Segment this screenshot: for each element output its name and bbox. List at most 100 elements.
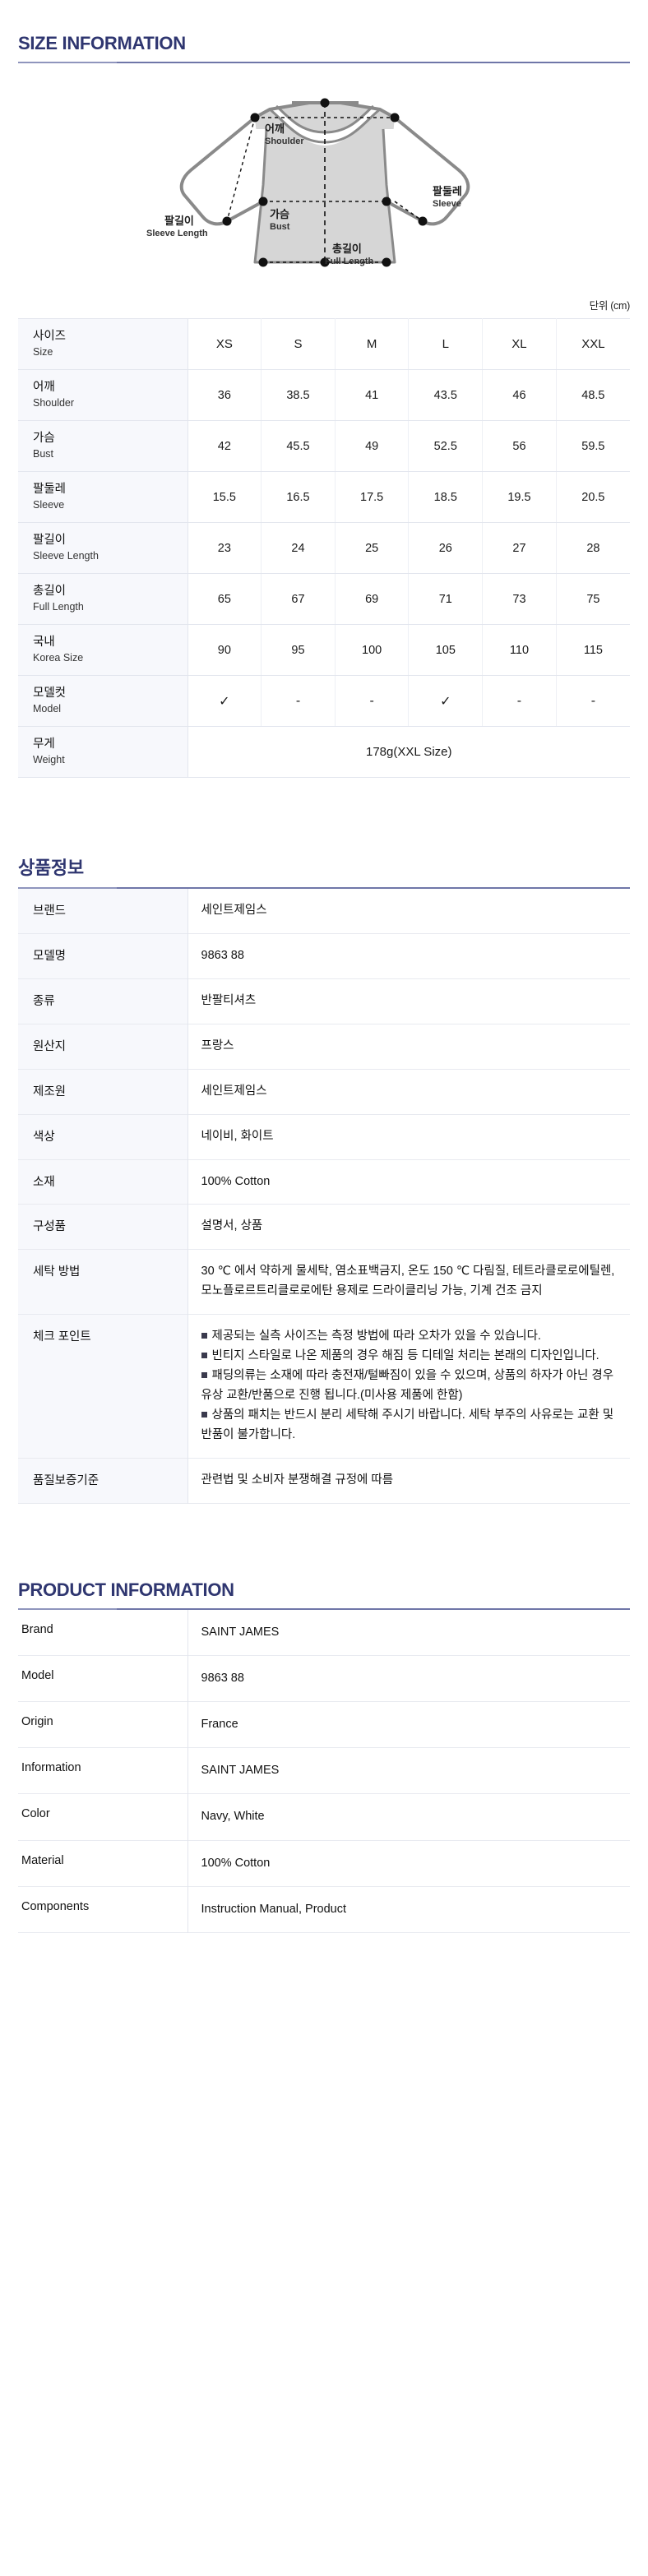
cell: 56 [482, 420, 557, 472]
spec-label-model: 모델명 [18, 933, 188, 979]
cell: 100 [335, 624, 410, 676]
product-information-table-body: Brand SAINT JAMES Model 9863 88 Origin F… [18, 1609, 630, 1933]
row-label-ko: 모델컷 [33, 687, 67, 701]
spec-label-check-point: 체크 포인트 [18, 1314, 188, 1459]
cell: 18.5 [408, 471, 484, 523]
size-col-m: M [335, 318, 410, 370]
heading-rule [18, 887, 630, 889]
cell: 45.5 [261, 420, 336, 472]
heading-rule [18, 1607, 630, 1610]
table-row: 제조원 세인트제임스 [18, 1069, 630, 1115]
pinfo-value-information: SAINT JAMES [201, 1764, 280, 1778]
size-table-head: 사이즈 Size XS S M L XL XXL [18, 318, 630, 370]
check-point-item: 패딩의류는 소재에 따라 충전재/털빠짐이 있을 수 있으며, 상품의 하자가 … [201, 1367, 618, 1406]
cell: 42 [187, 420, 262, 472]
label-sleeve-ko: 팔둘레 [433, 185, 462, 197]
pinfo-label-material: Material [18, 1840, 188, 1887]
cell: 16.5 [261, 471, 336, 523]
row-label-weight: 무게 Weight [18, 726, 188, 778]
check-point-text: 제공되는 실측 사이즈는 측정 방법에 따라 오차가 있을 수 있습니다. [211, 1330, 541, 1343]
table-row: 총길이 Full Length 65 67 69 71 73 75 [18, 573, 630, 625]
dot-bust-left [258, 197, 268, 206]
row-label-en: Weight [33, 753, 65, 765]
cell: 24 [261, 522, 336, 574]
cell: 71 [408, 573, 484, 625]
cell: 115 [556, 624, 630, 676]
cell: 69 [335, 573, 410, 625]
table-row: Material 100% Cotton [18, 1840, 630, 1887]
section-title-product-info-ko: 상품정보 [18, 858, 84, 878]
table-row: 원산지 프랑스 [18, 1024, 630, 1070]
spacer [0, 1504, 648, 1547]
left-sleeve [179, 116, 264, 226]
cell: 52.5 [408, 420, 484, 472]
label-shoulder-ko: 어깨 [265, 123, 285, 135]
cell: 36 [187, 369, 262, 421]
spacer [0, 1933, 648, 1946]
tshirt-svg: 어깨 Shoulder 팔둘레 Sleeve 팔길이 Sleeve Length… [146, 98, 470, 267]
bullet-square-icon [201, 1372, 207, 1379]
dot-hem-left [258, 257, 268, 267]
row-label-sleeve: 팔둘레 Sleeve [18, 471, 188, 523]
row-label-en: Sleeve [33, 498, 65, 511]
dot-shoulder-right [390, 113, 400, 123]
row-label-en: Full Length [33, 600, 84, 613]
label-bust-en: Bust [270, 222, 290, 232]
cell: ✓ [408, 675, 484, 727]
table-row: 체크 포인트 제공되는 실측 사이즈는 측정 방법에 따라 오차가 있을 수 있… [18, 1314, 630, 1459]
table-row: 모델명 9863 88 [18, 933, 630, 979]
heading-rule [18, 62, 630, 63]
table-row: 모델컷 Model ✓ - - ✓ - - [18, 675, 630, 727]
spacer [0, 778, 648, 821]
unit-note: 단위 (cm) [589, 300, 631, 312]
product-information-en-heading: PRODUCT INFORMATION [0, 1579, 648, 1610]
row-label-en: Model [33, 702, 62, 715]
spec-label-origin: 원산지 [18, 1024, 188, 1070]
row-label-en: Shoulder [33, 396, 75, 409]
row-label-en: Korea Size [33, 651, 84, 664]
spec-label-wash-method: 세탁 방법 [18, 1249, 188, 1315]
cell: 49 [335, 420, 410, 472]
table-row: 국내 Korea Size 90 95 100 105 110 115 [18, 624, 630, 676]
check-point-item: 상품의 패치는 반드시 분리 세탁해 주시기 바랍니다. 세탁 부주의 사유로는… [201, 1406, 618, 1445]
bullet-square-icon [201, 1333, 207, 1339]
table-row: 팔길이 Sleeve Length 23 24 25 26 27 28 [18, 522, 630, 574]
table-row: 가슴 Bust 42 45.5 49 52.5 56 59.5 [18, 420, 630, 472]
size-col-s: S [261, 318, 336, 370]
pinfo-label-model: Model [18, 1655, 188, 1702]
spec-label-material: 소재 [18, 1159, 188, 1205]
row-label-sleeve-length: 팔길이 Sleeve Length [18, 522, 188, 574]
tshirt-measurement-diagram: 어깨 Shoulder 팔둘레 Sleeve 팔길이 Sleeve Length… [0, 63, 648, 297]
cell: 23 [187, 522, 262, 574]
spec-label-components: 구성품 [18, 1204, 188, 1250]
table-row: 소재 100% Cotton [18, 1159, 630, 1205]
product-info-ko-heading: 상품정보 [0, 853, 648, 889]
size-col-xxl: XXL [556, 318, 630, 370]
row-label-bust: 가슴 Bust [18, 420, 188, 472]
pinfo-label-brand: Brand [18, 1609, 188, 1656]
label-sleeve-length-en: Sleeve Length [146, 229, 208, 238]
label-shoulder-en: Shoulder [265, 136, 304, 146]
size-table-header-label: 사이즈 Size [18, 318, 188, 370]
cell: 95 [261, 624, 336, 676]
table-row: 품질보증기준 관련법 및 소비자 분쟁해결 규정에 따름 [18, 1458, 630, 1504]
cell: 65 [187, 573, 262, 625]
spec-value-origin: 프랑스 [201, 1038, 234, 1052]
cell: 25 [335, 522, 410, 574]
neck-inner [270, 108, 380, 142]
check-point-item: 빈티지 스타일로 나온 제품의 경우 해짐 등 디테일 처리는 본래의 디자인입… [201, 1347, 618, 1367]
pinfo-value-origin: France [201, 1718, 238, 1732]
table-row: 세탁 방법 30 ℃ 에서 약하게 물세탁, 염소표백금지, 온도 150 ℃ … [18, 1249, 630, 1315]
cell: 41 [335, 369, 410, 421]
dot-bust-right [382, 197, 391, 206]
bullet-square-icon [201, 1353, 207, 1359]
row-label-model: 모델컷 Model [18, 675, 188, 727]
pinfo-label-origin: Origin [18, 1701, 188, 1748]
cell: 105 [408, 624, 484, 676]
dot-sleeve-hem-left [222, 216, 232, 226]
dot-neck-top [320, 98, 330, 108]
label-full-length-ko: 총길이 [332, 243, 362, 255]
pinfo-label-components: Components [18, 1886, 188, 1933]
pinfo-value-model: 9863 88 [201, 1671, 244, 1685]
size-col-l: L [408, 318, 484, 370]
